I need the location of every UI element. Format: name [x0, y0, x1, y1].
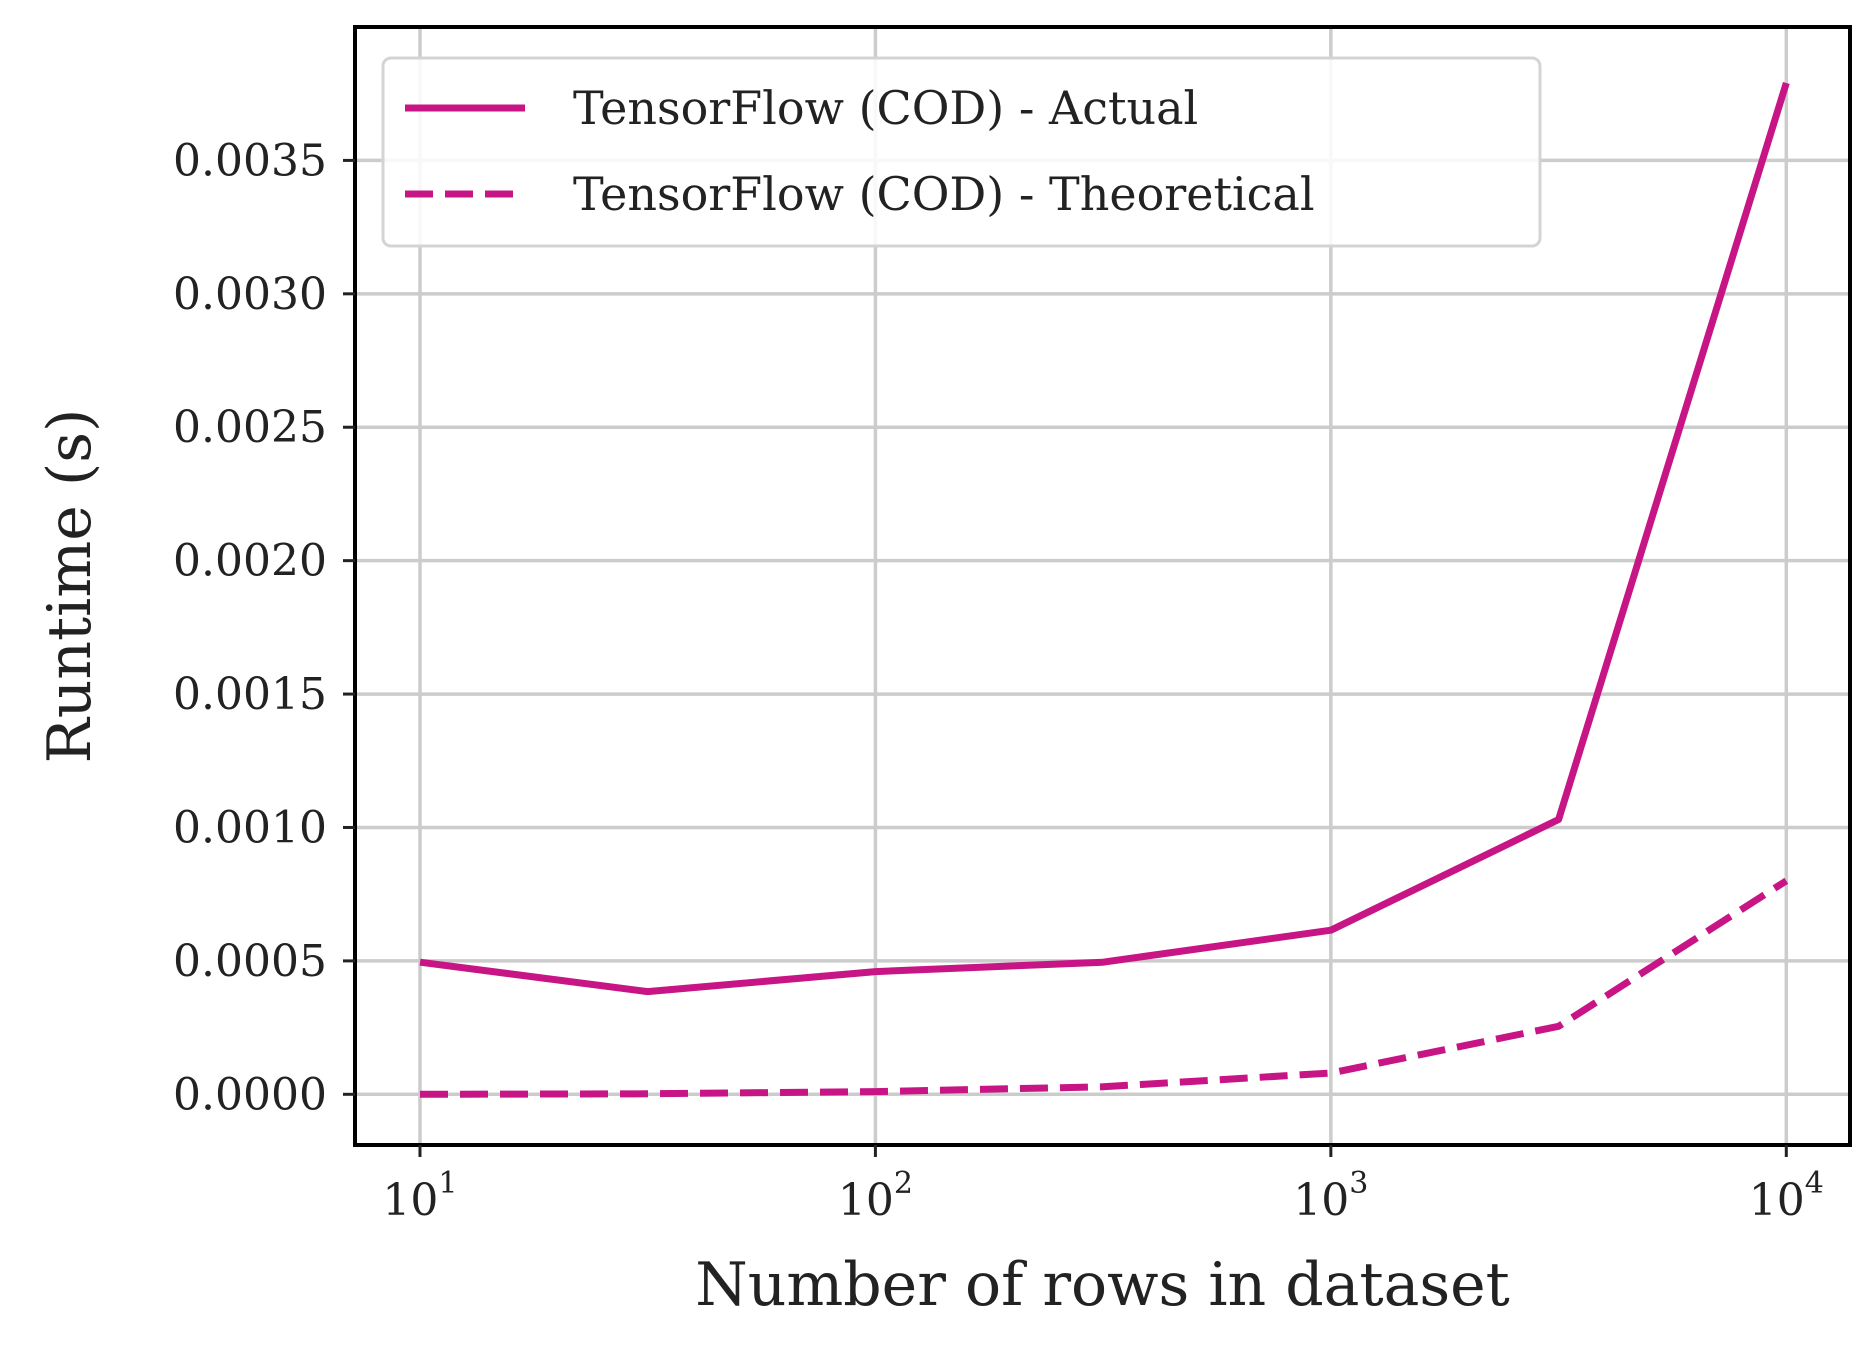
legend-label: TensorFlow (COD) - Theoretical	[573, 167, 1315, 221]
x-tick-label: 101	[382, 1166, 457, 1226]
x-axis-title: Number of rows in dataset	[695, 1250, 1510, 1320]
series-line-actual	[419, 81, 1790, 996]
y-tick-label: 0.0010	[173, 802, 327, 853]
x-tick-base: 10	[1749, 1175, 1805, 1226]
legend: TensorFlow (COD) - Actual TensorFlow (COD…	[381, 56, 1542, 248]
x-tick-exponent: 3	[1349, 1166, 1368, 1201]
x-tick-exponent: 2	[894, 1166, 913, 1201]
x-tick-exponent: 1	[438, 1166, 457, 1201]
y-axis-title: Runtime (s)	[35, 409, 105, 764]
series-layer	[419, 81, 1790, 1098]
legend-label: TensorFlow (COD) - Actual	[573, 81, 1198, 135]
y-tick-label: 0.0025	[173, 402, 327, 453]
y-tick-label: 0.0035	[173, 135, 327, 186]
y-tick-label: 0.0020	[173, 536, 327, 587]
x-tick-base: 10	[838, 1175, 894, 1226]
x-tick-base: 10	[382, 1175, 438, 1226]
plot-frame	[353, 25, 1852, 1147]
y-tick-label: 0.0000	[173, 1069, 327, 1120]
y-tick-label: 0.0030	[173, 269, 327, 320]
y-tick-label: 0.0005	[173, 936, 327, 987]
y-tick-label: 0.0015	[173, 669, 327, 720]
legend-box	[381, 56, 1542, 248]
x-tick-label: 102	[838, 1166, 913, 1226]
x-tick-exponent: 4	[1805, 1166, 1824, 1201]
x-tick-label: 103	[1293, 1166, 1368, 1226]
series-line-theoretical	[419, 877, 1789, 1098]
x-tick-label: 104	[1749, 1166, 1824, 1226]
tick-layer: 0.0000 0.0005 0.0010 0.0015 0.0020 0.0025 0.00…	[173, 135, 1824, 1226]
x-tick-base: 10	[1293, 1175, 1349, 1226]
